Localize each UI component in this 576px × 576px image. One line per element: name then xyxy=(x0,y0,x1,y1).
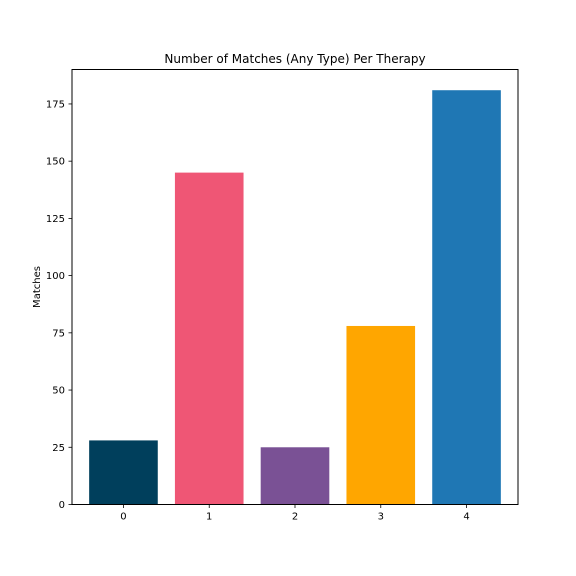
y-tick-label: 150 xyxy=(46,157,65,168)
y-axis-label: Matches xyxy=(32,266,43,308)
x-axis-ticks: 0 1 2 3 4 xyxy=(120,504,470,523)
x-tick-label: 3 xyxy=(378,512,384,523)
bar-0 xyxy=(89,440,158,505)
chart-title: Number of Matches (Any Type) Per Therapy xyxy=(164,52,425,66)
bar-3 xyxy=(346,325,416,505)
x-tick-label: 4 xyxy=(463,512,469,523)
y-tick-label: 25 xyxy=(52,443,65,454)
x-tick-label: 2 xyxy=(292,512,298,523)
plot-area-frame xyxy=(71,69,519,505)
y-tick-label: 75 xyxy=(52,328,65,339)
bar-4 xyxy=(432,90,501,505)
y-tick-label: 100 xyxy=(46,271,65,282)
y-axis-ticks: 0 25 50 75 100 125 150 175 xyxy=(46,99,72,511)
x-tick-label: 1 xyxy=(206,512,212,523)
bars-group xyxy=(89,90,501,505)
y-tick-label: 0 xyxy=(59,500,65,511)
bar-2 xyxy=(260,447,330,505)
y-tick-label: 125 xyxy=(46,214,65,225)
x-tick-label: 0 xyxy=(120,512,126,523)
y-tick-label: 50 xyxy=(52,386,65,397)
y-tick-label: 175 xyxy=(46,99,65,110)
bar-1 xyxy=(174,172,244,505)
